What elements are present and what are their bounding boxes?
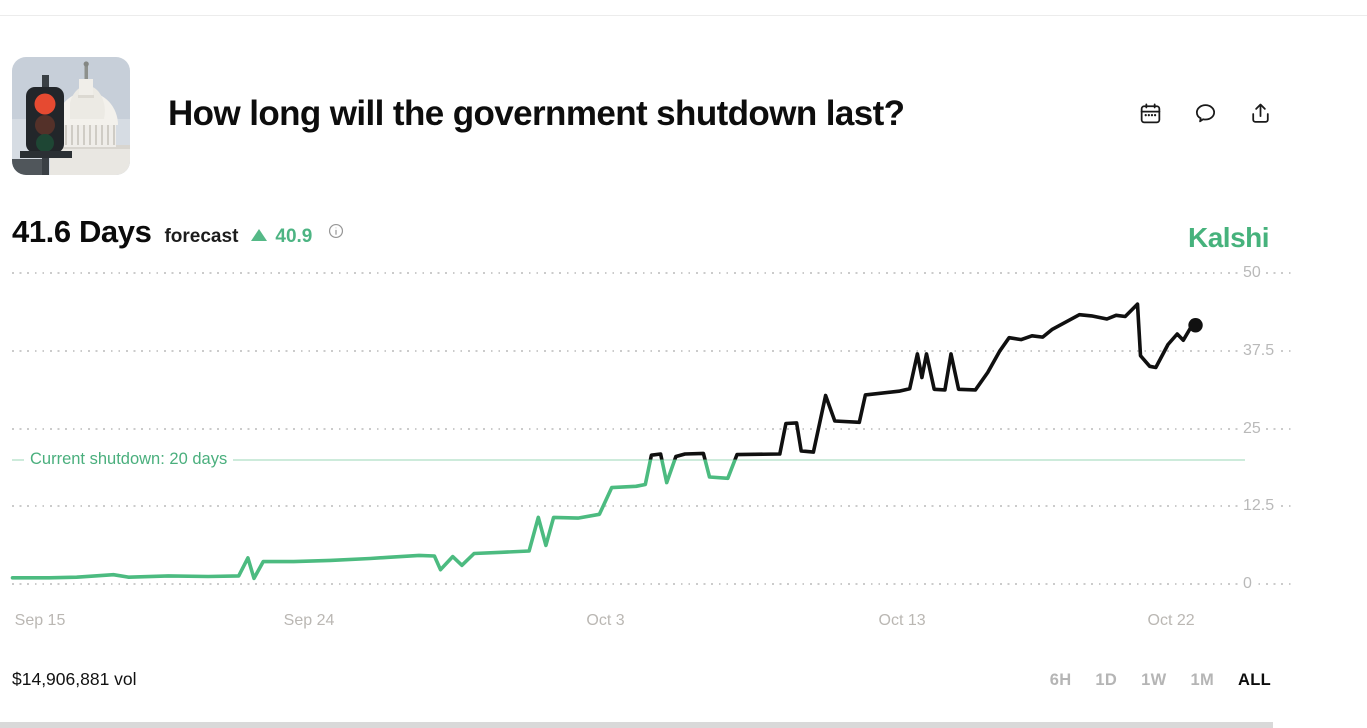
- horizontal-scrollbar[interactable]: [0, 722, 1273, 728]
- header-actions: [1138, 101, 1273, 126]
- gridline-y-50: [12, 272, 1292, 274]
- y-axis-label: 12.5: [1238, 495, 1280, 517]
- forecast-value: 41.6 Days: [12, 214, 152, 249]
- comment-icon[interactable]: [1193, 101, 1218, 126]
- gridline-y-12.5: [12, 505, 1292, 508]
- gridline-y-0: [12, 583, 1292, 585]
- page-title: How long will the government shutdown la…: [168, 94, 905, 133]
- calendar-icon[interactable]: [1138, 101, 1163, 126]
- up-triangle-icon: [251, 229, 268, 241]
- share-icon[interactable]: [1248, 101, 1273, 126]
- gridline-y-37.5: [12, 349, 1292, 352]
- x-axis-label: Sep 24: [283, 612, 335, 629]
- range-button-6h[interactable]: 6H: [1049, 671, 1072, 689]
- threshold-label: Current shutdown: 20 days: [24, 449, 234, 471]
- y-axis-label: 25: [1238, 417, 1266, 439]
- gridline-y-25: [12, 427, 1292, 430]
- x-axis-label: Oct 3: [586, 612, 625, 629]
- current-value-dot: [1188, 318, 1203, 333]
- forecast-row: 41.6 Days forecast 40.9: [12, 214, 345, 250]
- y-axis-label: 0: [1238, 573, 1257, 594]
- x-axis-label: Sep 15: [14, 612, 66, 629]
- time-range-selector: 6H 1D 1W 1M ALL: [1050, 671, 1271, 690]
- forecast-delta: 40.9: [251, 226, 312, 248]
- forecast-line-black: [648, 302, 1198, 460]
- range-button-1m[interactable]: 1M: [1190, 671, 1215, 689]
- y-axis-label: 37.5: [1238, 339, 1280, 361]
- forecast-label: forecast: [164, 226, 239, 247]
- delta-value: 40.9: [275, 226, 313, 247]
- x-axis-label: Oct 13: [878, 612, 926, 629]
- y-axis-label: 50: [1238, 262, 1266, 283]
- volume-label: $14,906,881 vol: [12, 669, 137, 689]
- range-button-1d[interactable]: 1D: [1095, 671, 1118, 689]
- range-button-1w[interactable]: 1W: [1141, 671, 1167, 689]
- top-divider: [0, 15, 1367, 16]
- range-button-all[interactable]: ALL: [1238, 671, 1271, 689]
- info-icon[interactable]: [327, 222, 345, 243]
- kalshi-logo: Kalshi: [1188, 222, 1270, 253]
- x-axis-label: Oct 22: [1147, 612, 1195, 629]
- threshold-line: [12, 458, 1245, 461]
- forecast-line-green: [10, 459, 737, 581]
- capitol-traffic-light-image: [12, 57, 130, 175]
- market-thumbnail: [12, 57, 130, 175]
